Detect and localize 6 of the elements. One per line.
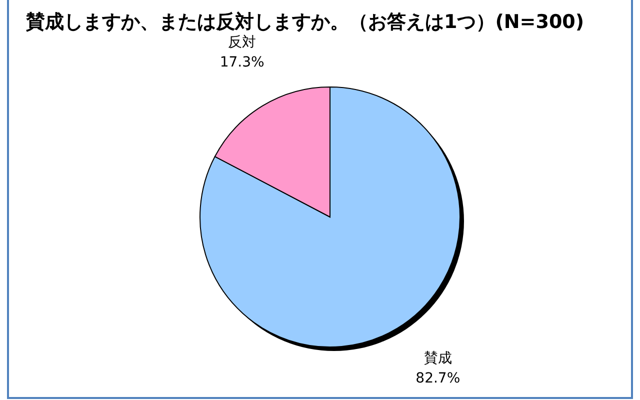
data-label: 82.7% xyxy=(416,370,460,387)
data-label: 17.3% xyxy=(220,54,264,70)
pie-slice xyxy=(200,86,460,348)
slice-label: 賛成 xyxy=(424,350,452,367)
chart-title: 賛成しますか、または反対しますか。（お答えは1つ）(N=300) xyxy=(25,11,584,33)
slice-label: 反対 xyxy=(228,34,256,50)
